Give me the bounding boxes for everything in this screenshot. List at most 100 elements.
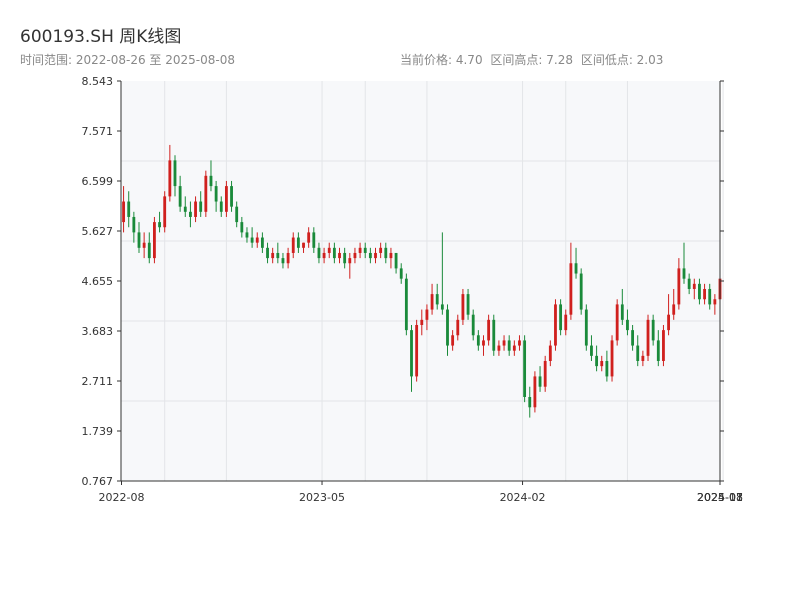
date-range-label: 时间范围: 2022-08-26 至 2025-08-08 <box>20 53 235 67</box>
candle-body <box>579 273 583 310</box>
range-high-label: 区间高点: 7.28 <box>490 53 573 67</box>
candle-body <box>425 309 429 320</box>
current-price-label: 当前价格: 4.70 <box>400 53 483 67</box>
candle-body <box>502 340 506 346</box>
candle-body <box>379 247 383 253</box>
x-tick-label: 2025-07 <box>697 491 743 504</box>
candle-body <box>363 247 367 253</box>
candle-body <box>677 268 681 305</box>
candle-body <box>595 355 599 367</box>
candle-body <box>338 252 341 259</box>
y-tick-label: 3.683 <box>82 325 114 338</box>
candle-body <box>389 252 393 259</box>
candle-body <box>240 222 244 233</box>
candle-body <box>430 294 434 310</box>
x-tick-label: 2025-08 <box>697 491 743 504</box>
candle-body <box>194 201 197 217</box>
candle-body <box>312 232 316 248</box>
candle-body <box>703 288 706 300</box>
candle-body <box>235 206 239 223</box>
candle-body <box>353 252 357 259</box>
candle-body <box>528 396 532 408</box>
candle-body <box>255 237 259 243</box>
candle-body <box>631 330 635 346</box>
x-tick-label: 2023-05 <box>299 491 345 504</box>
candle-body <box>132 216 136 233</box>
candle-body <box>317 247 321 259</box>
candle-body <box>435 294 439 305</box>
candle-body <box>343 252 347 264</box>
candle-body <box>384 247 388 259</box>
candle-body <box>153 222 156 259</box>
candle-body <box>687 278 691 289</box>
candle-body <box>173 160 177 187</box>
price-stats: 当前价格: 4.70 区间高点: 7.28 区间低点: 2.03 <box>400 51 667 68</box>
candle-body <box>307 232 311 243</box>
candle-body <box>533 376 537 408</box>
y-tick-label: 4.655 <box>82 275 114 288</box>
candle-body <box>122 201 125 223</box>
candle-body <box>682 268 686 279</box>
candle-body <box>559 304 563 331</box>
candle-body <box>322 252 326 259</box>
candle-body <box>302 242 305 248</box>
candle-body <box>476 335 480 346</box>
candle-body <box>497 345 501 351</box>
candle-body <box>569 263 573 315</box>
candle-body <box>250 237 254 243</box>
candle-body <box>286 252 290 264</box>
candle-body <box>646 319 650 356</box>
candle-body <box>584 309 588 346</box>
candle-body <box>137 232 141 248</box>
candle-body <box>219 201 223 212</box>
candle-body <box>327 247 331 253</box>
y-tick-label: 0.767 <box>82 475 114 488</box>
candle-body <box>281 258 285 264</box>
candle-body <box>332 247 336 259</box>
candle-body <box>512 345 516 351</box>
candle-body <box>230 186 233 207</box>
candle-body <box>487 319 491 341</box>
candle-body <box>713 299 717 305</box>
candle-body <box>420 319 424 325</box>
candle-body <box>656 340 660 361</box>
candle-body <box>446 309 449 346</box>
candle-body <box>260 237 264 248</box>
candle-body <box>394 252 398 269</box>
candle-body <box>163 196 167 228</box>
candle-body <box>662 330 665 361</box>
candle-body <box>199 201 203 212</box>
candle-body <box>209 175 213 187</box>
candle-body <box>523 340 527 397</box>
candle-body <box>204 175 208 212</box>
y-tick-label: 5.627 <box>82 225 114 238</box>
candle-body <box>708 288 712 305</box>
candle-body <box>266 247 269 259</box>
candle-body <box>291 237 295 253</box>
candles <box>122 144 722 418</box>
candle-body <box>651 319 655 341</box>
candle-body <box>590 345 593 356</box>
y-tick-label: 6.599 <box>82 175 114 188</box>
candle-body <box>127 201 131 217</box>
candle-body <box>543 360 547 387</box>
range-low-label: 区间低点: 2.03 <box>580 53 664 67</box>
candle-body <box>538 376 542 387</box>
candle-body <box>564 314 568 331</box>
candle-body <box>348 258 352 264</box>
candle-body <box>471 314 475 336</box>
candle-body <box>188 211 192 217</box>
candle-body <box>461 294 465 320</box>
x-tick-label: 2024-11 <box>697 491 743 504</box>
candle-body <box>548 345 552 361</box>
x-tick-label: 2024-02 <box>500 491 546 504</box>
candle-body <box>692 283 696 289</box>
candle-body <box>224 186 228 212</box>
candle-body <box>615 304 619 341</box>
candle-body <box>456 319 460 336</box>
candle-body <box>600 360 604 367</box>
candle-body <box>610 340 614 377</box>
y-tick-label: 7.571 <box>82 125 114 138</box>
candle-body <box>641 355 645 361</box>
